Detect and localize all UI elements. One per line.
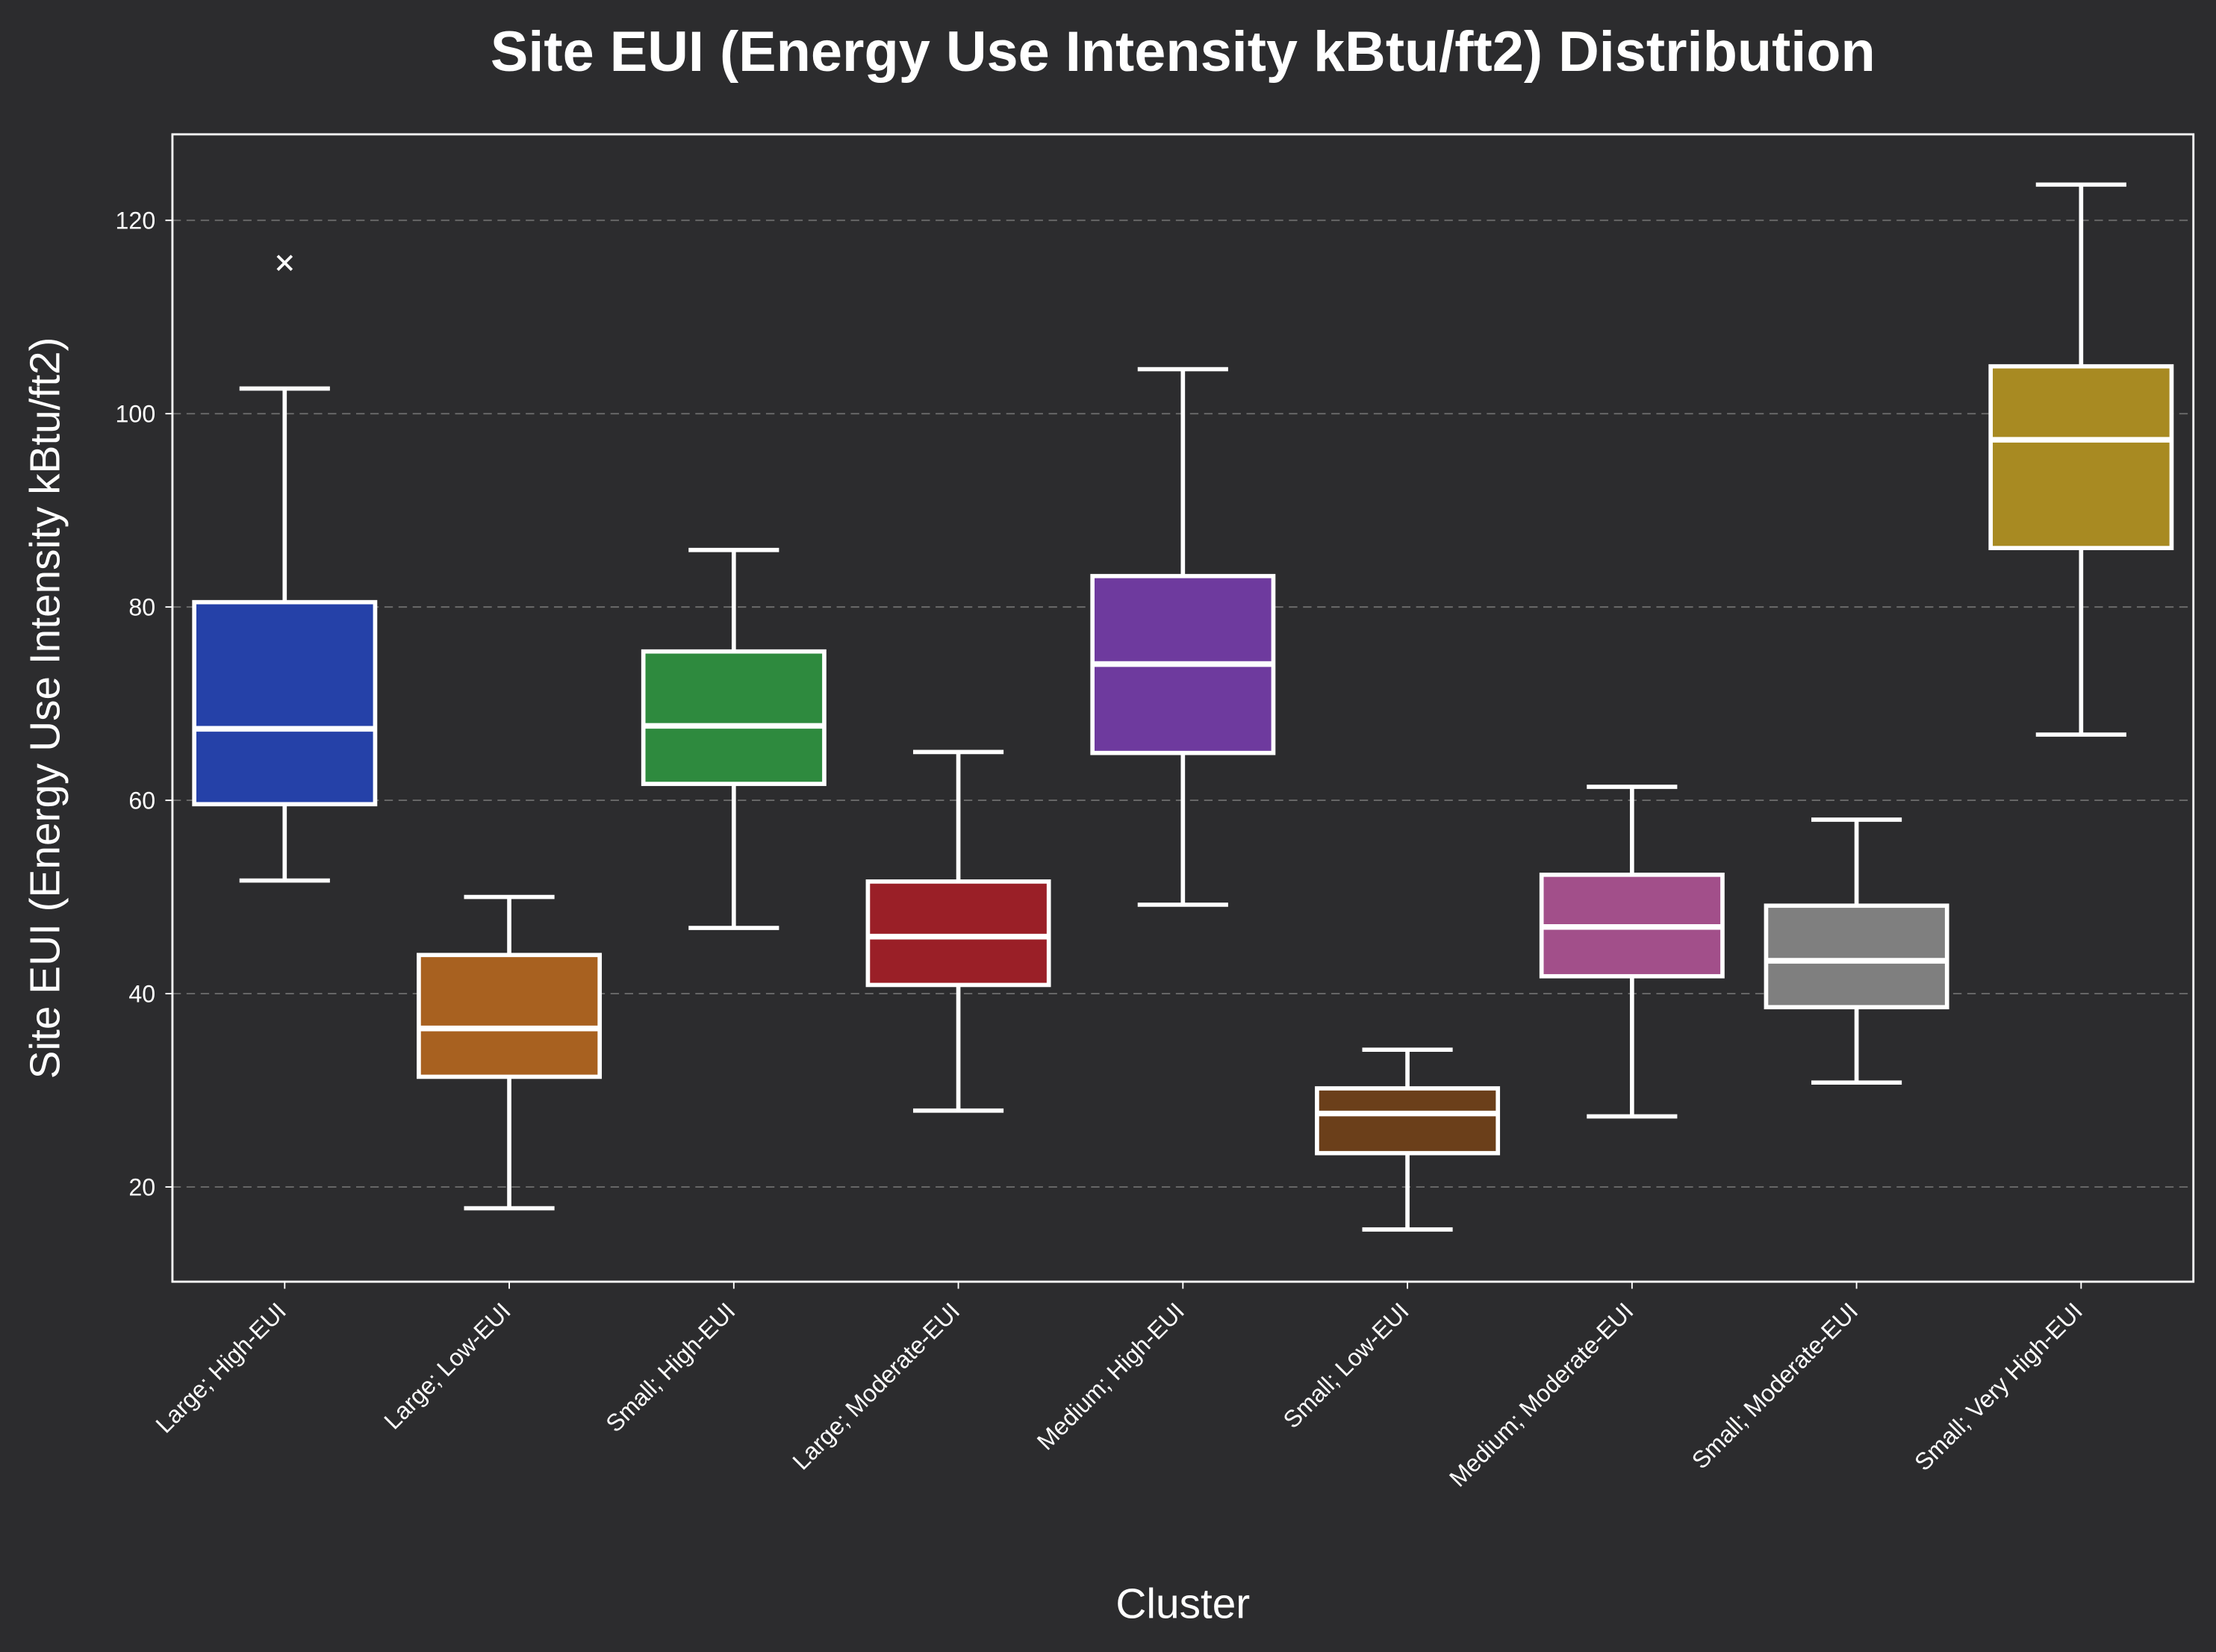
y-tick-label: 20 [128, 1173, 155, 1200]
chart-title: Site EUI (Energy Use Intensity kBtu/ft2)… [491, 20, 1876, 84]
y-tick-label: 80 [128, 593, 155, 620]
box [417, 953, 603, 1079]
box [865, 879, 1051, 988]
y-tick-label: 40 [128, 980, 155, 1007]
y-tick-label: 100 [116, 401, 156, 428]
y-tick-label: 60 [128, 787, 155, 814]
x-axis-label: Cluster [1115, 1580, 1250, 1627]
y-axis-label: Site EUI (Energy Use Intensity kBtu/ft2) [22, 337, 69, 1079]
box [1315, 1086, 1501, 1156]
box [641, 649, 827, 786]
boxes [192, 182, 2174, 1232]
y-tick-label: 120 [116, 208, 156, 234]
y-ticks: 20 40 60 80 100 120 [116, 208, 172, 1200]
outlier-marker [276, 255, 293, 271]
box [1764, 903, 1949, 1010]
box [192, 599, 378, 807]
box [1988, 364, 2174, 550]
